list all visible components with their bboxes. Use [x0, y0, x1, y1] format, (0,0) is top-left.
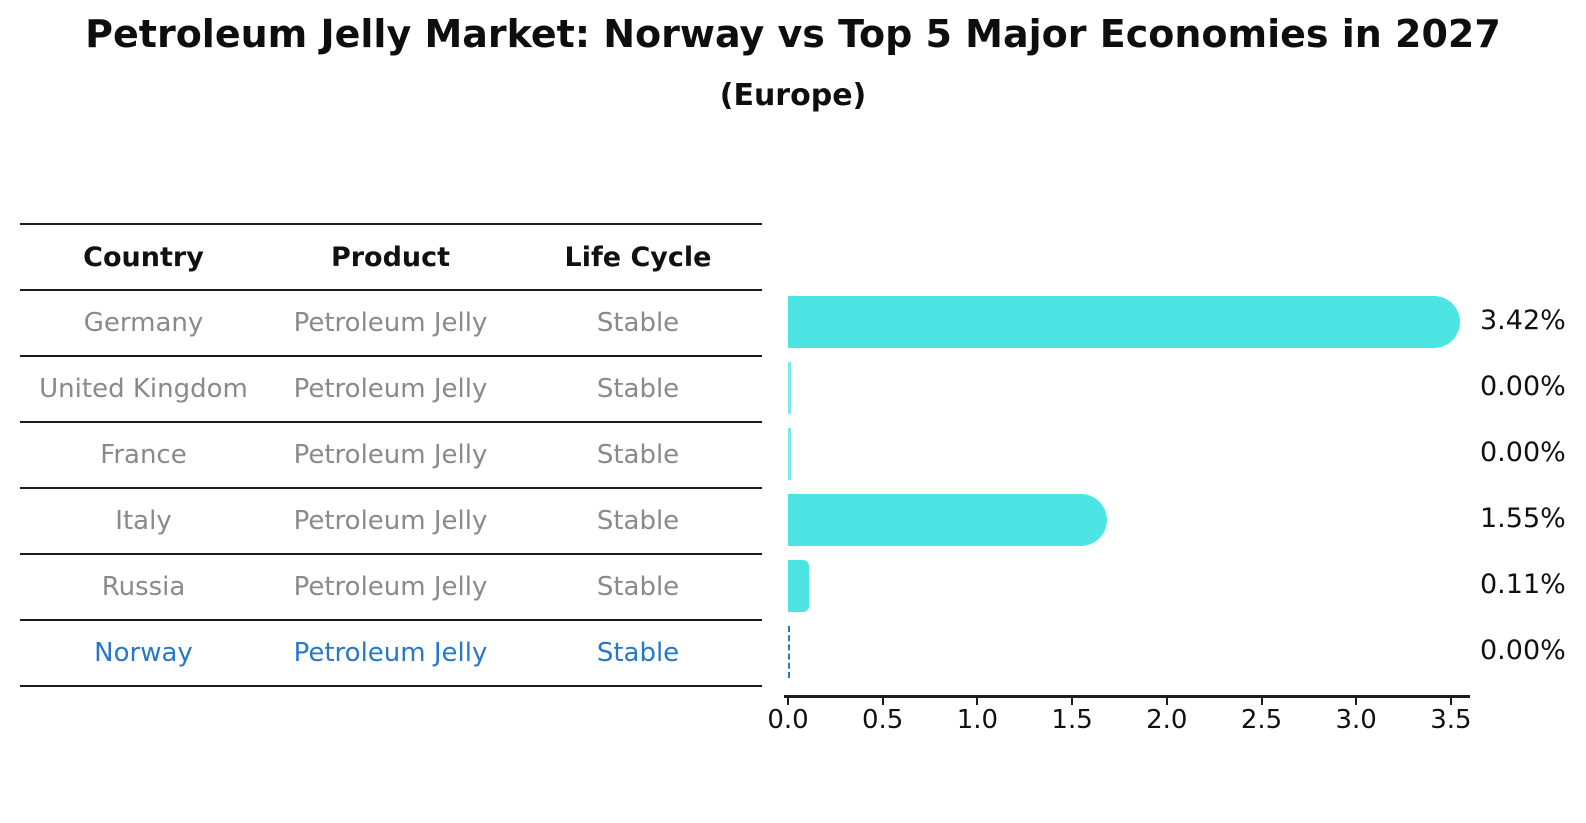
- x-axis-tick-label: 3.0: [1335, 705, 1377, 735]
- value-label-russia: 0.11%: [1480, 569, 1566, 600]
- table-row: Italy Petroleum Jelly Stable: [20, 487, 762, 553]
- table-cell-product: Petroleum Jelly: [293, 440, 488, 470]
- x-axis-tick-label: 2.0: [1146, 705, 1188, 735]
- table-header-country: Country: [83, 241, 204, 273]
- table-cell-country: Italy: [115, 506, 172, 536]
- x-axis-tick-label: 3.5: [1430, 705, 1472, 735]
- table-cell-product: Petroleum Jelly: [293, 506, 488, 536]
- table-header-product: Product: [330, 241, 451, 273]
- bar-germany: [788, 296, 1461, 348]
- x-axis-tick-label: 0.5: [862, 705, 904, 735]
- table-row: Norway Petroleum Jelly Stable: [20, 619, 762, 685]
- table-cell-country: United Kingdom: [39, 374, 248, 404]
- table-cell-life-cycle: Stable: [596, 638, 680, 668]
- x-axis-tick-label: 1.0: [956, 705, 999, 735]
- bar-united-kingdom: [788, 362, 791, 414]
- table-header-row: Country Product Life Cycle: [20, 223, 762, 289]
- x-axis-tick: [1355, 696, 1358, 705]
- table-body: Germany Petroleum Jelly Stable United Kingd…: [20, 289, 762, 685]
- bar-italy: [788, 494, 1107, 546]
- value-label-italy: 1.55%: [1480, 503, 1566, 534]
- x-axis-tick: [1260, 696, 1263, 705]
- chart-title: Petroleum Jelly Market: Norway vs Top 5 …: [85, 12, 1501, 56]
- x-axis-tick: [1165, 696, 1168, 705]
- x-axis-tick: [881, 696, 884, 705]
- comparison-table: Country Product Life Cycle Germany Petrol…: [20, 223, 762, 687]
- table-cell-product: Petroleum Jelly: [293, 638, 488, 668]
- value-label-united-kingdom: 0.00%: [1480, 371, 1566, 402]
- table-cell-life-cycle: Stable: [596, 308, 680, 338]
- table-cell-life-cycle: Stable: [596, 374, 680, 404]
- table-cell-product: Petroleum Jelly: [293, 572, 488, 602]
- table-cell-country: France: [100, 440, 187, 470]
- x-axis-tick: [976, 696, 979, 705]
- value-label-norway: 0.00%: [1480, 635, 1566, 666]
- bar-france: [788, 428, 791, 480]
- table-cell-life-cycle: Stable: [596, 506, 680, 536]
- table-cell-product: Petroleum Jelly: [293, 374, 488, 404]
- x-axis-line: [784, 695, 1470, 698]
- bar-norway: [788, 626, 790, 678]
- table-cell-life-cycle: Stable: [596, 440, 680, 470]
- chart-subtitle: (Europe): [719, 78, 867, 113]
- value-label-france: 0.00%: [1480, 437, 1566, 468]
- x-axis-tick: [1071, 696, 1074, 705]
- table-cell-country: Norway: [94, 638, 193, 668]
- table-row: France Petroleum Jelly Stable: [20, 421, 762, 487]
- table-row: Germany Petroleum Jelly Stable: [20, 289, 762, 355]
- table-header-life-cycle: Life Cycle: [564, 241, 712, 273]
- table-row: United Kingdom Petroleum Jelly Stable: [20, 355, 762, 421]
- x-axis-tick-label: 0.0: [767, 705, 809, 735]
- bar-russia: [788, 560, 809, 612]
- table-cell-country: Germany: [83, 308, 204, 338]
- table-cell-country: Russia: [101, 572, 186, 602]
- x-axis-tick: [1449, 696, 1452, 705]
- table-row: Russia Petroleum Jelly Stable: [20, 553, 762, 619]
- x-axis-tick: [787, 696, 789, 705]
- x-axis-tick-label: 2.5: [1240, 705, 1283, 735]
- table-cell-life-cycle: Stable: [596, 572, 680, 602]
- table-cell-product: Petroleum Jelly: [293, 308, 488, 338]
- x-axis-tick-label: 1.5: [1051, 705, 1093, 735]
- value-label-germany: 3.42%: [1480, 305, 1566, 336]
